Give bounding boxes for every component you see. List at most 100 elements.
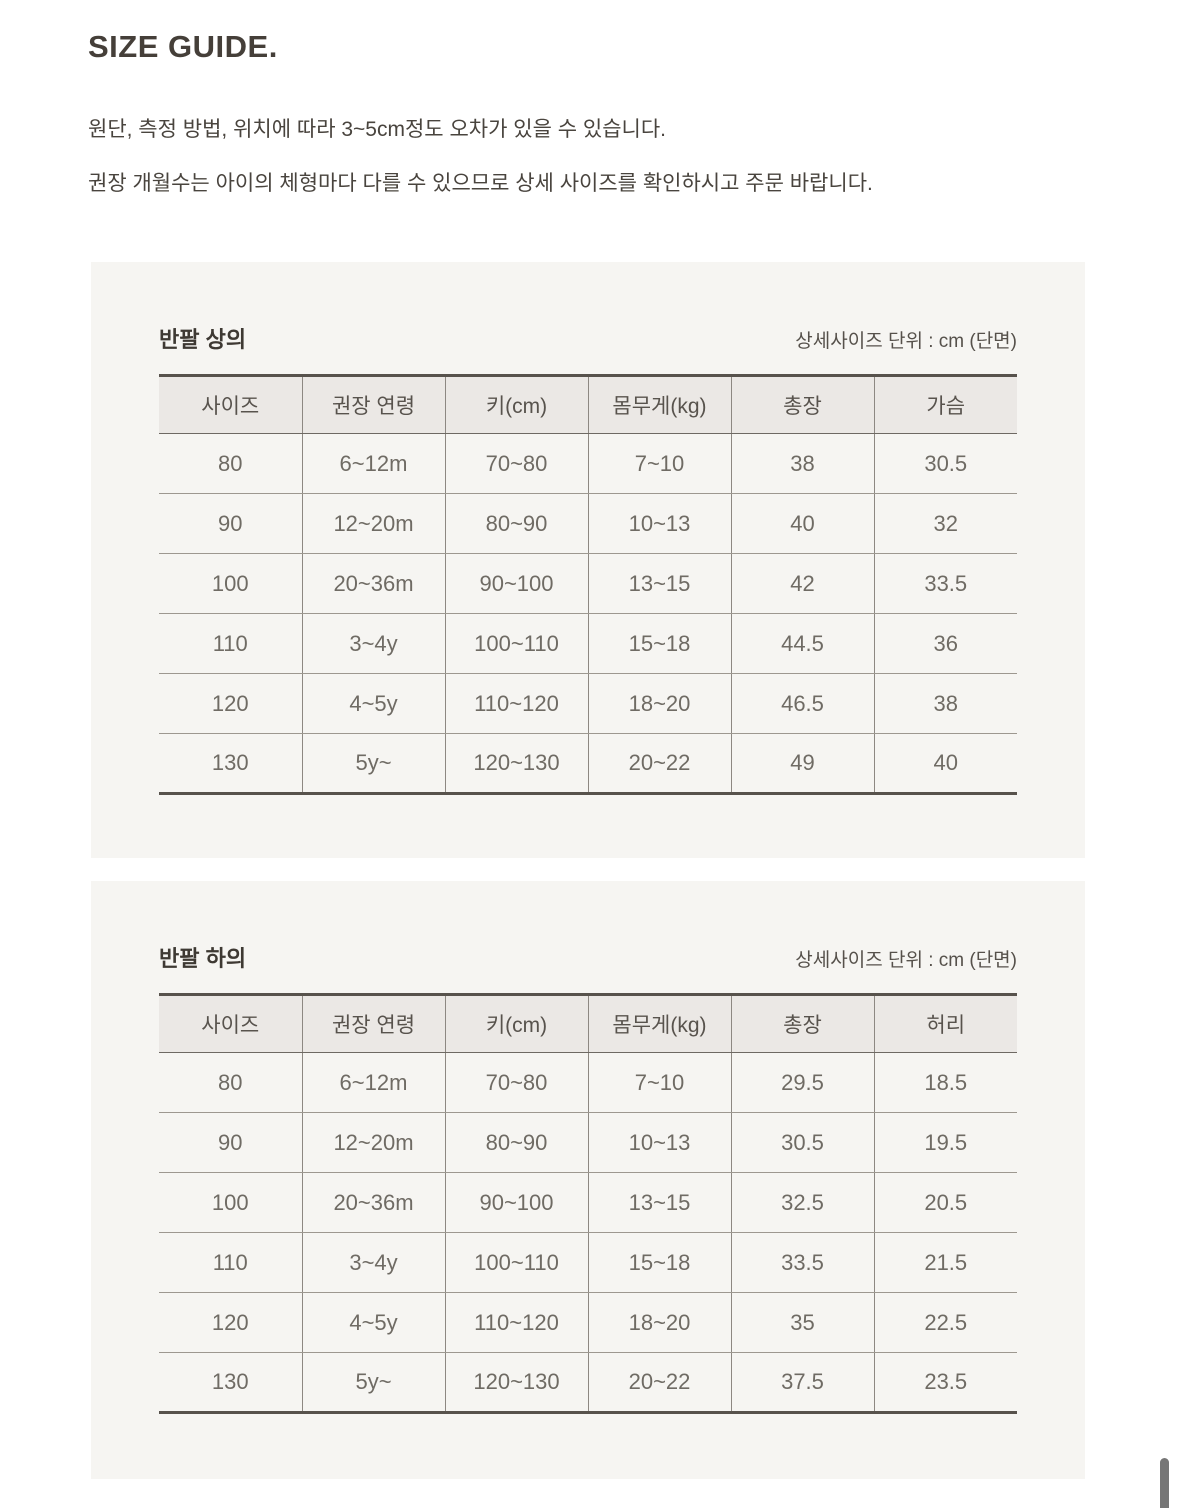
- scrollbar-thumb[interactable]: [1160, 1458, 1169, 1508]
- panel-head: 반팔 상의 상세사이즈 단위 : cm (단면): [91, 262, 1085, 353]
- table-cell: 120~130: [444, 733, 588, 795]
- table-cell: 5y~: [301, 1352, 445, 1414]
- table-cell: 15~18: [587, 1232, 731, 1293]
- column-header: 키(cm): [444, 374, 588, 434]
- table-row: 110 3~4y 100~110 15~18 44.5 36: [159, 613, 1017, 674]
- table-row: 120 4~5y 110~120 18~20 35 22.5: [159, 1292, 1017, 1353]
- column-header: 총장: [730, 993, 874, 1053]
- table-title-bottom: 반팔 하의: [159, 946, 247, 971]
- table-cell: 120: [159, 673, 302, 734]
- table-cell: 6~12m: [301, 433, 445, 494]
- column-header: 사이즈: [159, 993, 302, 1053]
- table-cell: 5y~: [301, 733, 445, 795]
- table-cell: 130: [159, 733, 302, 795]
- table-cell: 70~80: [444, 1052, 588, 1113]
- column-header: 사이즈: [159, 374, 302, 434]
- table-row: 130 5y~ 120~130 20~22 37.5 23.5: [159, 1352, 1017, 1414]
- table-cell: 130: [159, 1352, 302, 1414]
- table-cell: 7~10: [587, 433, 731, 494]
- table-cell: 110: [159, 613, 302, 674]
- table-cell: 13~15: [587, 1172, 731, 1233]
- column-header: 총장: [730, 374, 874, 434]
- table-cell: 100~110: [444, 1232, 588, 1293]
- table-cell: 90~100: [444, 1172, 588, 1233]
- table-row: 80 6~12m 70~80 7~10 38 30.5: [159, 433, 1017, 494]
- table-cell: 90~100: [444, 553, 588, 614]
- table-cell: 10~13: [587, 1112, 731, 1173]
- table-cell: 32: [873, 493, 1017, 554]
- table-cell: 18.5: [873, 1052, 1017, 1113]
- table-row: 130 5y~ 120~130 20~22 49 40: [159, 733, 1017, 795]
- size-note-tolerance: 원단, 측정 방법, 위치에 따라 3~5cm정도 오차가 있을 수 있습니다.: [88, 118, 666, 141]
- table-cell: 90: [159, 493, 302, 554]
- table-cell: 120~130: [444, 1352, 588, 1414]
- table-cell: 32.5: [730, 1172, 874, 1233]
- table-cell: 30.5: [730, 1112, 874, 1173]
- table-cell: 7~10: [587, 1052, 731, 1113]
- panel-head: 반팔 하의 상세사이즈 단위 : cm (단면): [91, 881, 1085, 972]
- table-cell: 20.5: [873, 1172, 1017, 1233]
- table-cell: 20~22: [587, 1352, 731, 1414]
- table-cell: 15~18: [587, 613, 731, 674]
- table-cell: 4~5y: [301, 673, 445, 734]
- table-cell: 33.5: [873, 553, 1017, 614]
- table-cell: 37.5: [730, 1352, 874, 1414]
- table-cell: 80: [159, 1052, 302, 1113]
- table-cell: 70~80: [444, 433, 588, 494]
- table-cell: 23.5: [873, 1352, 1017, 1414]
- table-cell: 110~120: [444, 673, 588, 734]
- column-header: 권장 연령: [301, 993, 445, 1053]
- table-cell: 38: [730, 433, 874, 494]
- table-cell: 42: [730, 553, 874, 614]
- table-cell: 18~20: [587, 1292, 731, 1353]
- size-table-bottom: 사이즈 권장 연령 키(cm) 몸무게(kg) 총장 허리 80 6~12m 70~80 7~10…: [159, 993, 1017, 1414]
- table-cell: 100: [159, 553, 302, 614]
- table-cell: 20~36m: [301, 553, 445, 614]
- unit-note-top: 상세사이즈 단위 : cm (단면): [795, 331, 1017, 352]
- table-cell: 40: [730, 493, 874, 554]
- table-cell: 3~4y: [301, 613, 445, 674]
- column-header: 키(cm): [444, 993, 588, 1053]
- size-note-recommendation: 권장 개월수는 아이의 체형마다 다를 수 있으므로 상세 사이즈를 확인하시고…: [88, 172, 873, 195]
- table-row: 100 20~36m 90~100 13~15 32.5 20.5: [159, 1172, 1017, 1233]
- unit-note-bottom: 상세사이즈 단위 : cm (단면): [795, 950, 1017, 971]
- table-cell: 44.5: [730, 613, 874, 674]
- table-cell: 20~22: [587, 733, 731, 795]
- size-table-section-top: 반팔 상의 상세사이즈 단위 : cm (단면) 사이즈 권장 연령 키(cm) 몸무…: [91, 262, 1085, 858]
- column-header: 몸무게(kg): [587, 374, 731, 434]
- table-cell: 35: [730, 1292, 874, 1353]
- table-row: 100 20~36m 90~100 13~15 42 33.5: [159, 553, 1017, 614]
- table-cell: 100: [159, 1172, 302, 1233]
- column-header: 가슴: [873, 374, 1017, 434]
- table-cell: 33.5: [730, 1232, 874, 1293]
- table-cell: 18~20: [587, 673, 731, 734]
- table-cell: 110~120: [444, 1292, 588, 1353]
- table-row: 120 4~5y 110~120 18~20 46.5 38: [159, 673, 1017, 734]
- header-row: 사이즈 권장 연령 키(cm) 몸무게(kg) 총장 허리: [159, 993, 1017, 1053]
- table-cell: 21.5: [873, 1232, 1017, 1293]
- table-cell: 12~20m: [301, 493, 445, 554]
- table-cell: 80~90: [444, 1112, 588, 1173]
- table-cell: 49: [730, 733, 874, 795]
- table-row: 110 3~4y 100~110 15~18 33.5 21.5: [159, 1232, 1017, 1293]
- table-cell: 36: [873, 613, 1017, 674]
- size-table-section-bottom: 반팔 하의 상세사이즈 단위 : cm (단면) 사이즈 권장 연령 키(cm) 몸무…: [91, 881, 1085, 1479]
- table-cell: 38: [873, 673, 1017, 734]
- table-cell: 20~36m: [301, 1172, 445, 1233]
- table-cell: 80~90: [444, 493, 588, 554]
- table-row: 90 12~20m 80~90 10~13 40 32: [159, 493, 1017, 554]
- header-row: 사이즈 권장 연령 키(cm) 몸무게(kg) 총장 가슴: [159, 374, 1017, 434]
- table-cell: 30.5: [873, 433, 1017, 494]
- table-cell: 4~5y: [301, 1292, 445, 1353]
- table-cell: 12~20m: [301, 1112, 445, 1173]
- table-row: 80 6~12m 70~80 7~10 29.5 18.5: [159, 1052, 1017, 1113]
- column-header: 몸무게(kg): [587, 993, 731, 1053]
- table-title-top: 반팔 상의: [159, 327, 247, 352]
- table-cell: 3~4y: [301, 1232, 445, 1293]
- table-cell: 40: [873, 733, 1017, 795]
- table-cell: 22.5: [873, 1292, 1017, 1353]
- size-table-top: 사이즈 권장 연령 키(cm) 몸무게(kg) 총장 가슴 80 6~12m 70~80 7~10…: [159, 374, 1017, 795]
- table-cell: 80: [159, 433, 302, 494]
- table-cell: 100~110: [444, 613, 588, 674]
- table-cell: 19.5: [873, 1112, 1017, 1173]
